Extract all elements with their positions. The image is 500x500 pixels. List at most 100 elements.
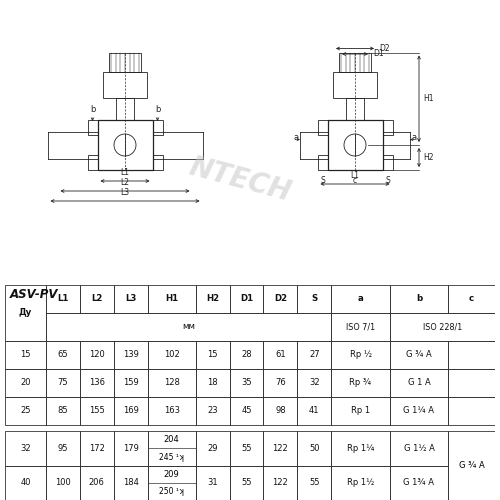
Text: 15: 15 [208,350,218,360]
Text: c: c [469,294,474,304]
Text: ASV-PV: ASV-PV [10,288,58,301]
Bar [390,369,448,397]
Text: b: b [416,294,422,304]
Text: L1: L1 [350,171,360,180]
Bar [448,341,495,369]
Bar [298,431,332,466]
Bar [448,285,495,313]
Text: G 1¾ A: G 1¾ A [404,478,434,488]
Bar [152,155,162,170]
Bar [80,285,114,313]
Text: Rp 1½: Rp 1½ [347,478,374,488]
Bar [114,285,148,313]
Text: 65: 65 [58,350,68,360]
Bar [328,120,382,170]
Bar [448,431,495,500]
Text: 45: 45 [241,406,252,416]
Text: 31: 31 [208,478,218,488]
Bar [382,155,392,170]
Bar [230,466,264,500]
Bar [332,397,390,425]
Bar [88,155,98,170]
Bar [46,466,80,500]
Text: 27: 27 [309,350,320,360]
Bar [264,369,298,397]
Text: c: c [353,176,357,185]
Bar [318,120,328,135]
Bar [382,120,392,135]
Text: a: a [358,294,364,304]
Bar [114,369,148,397]
Bar [196,341,230,369]
Text: 209: 209 [164,470,180,478]
Text: 40: 40 [20,478,30,488]
Text: 32: 32 [309,378,320,388]
Bar [5,369,46,397]
Bar [80,397,114,425]
Text: 184: 184 [123,478,138,488]
Bar [46,431,80,466]
Text: 55: 55 [309,478,320,488]
Text: Rp 1¼: Rp 1¼ [347,444,374,453]
Bar [196,431,230,466]
Bar [109,52,141,72]
Bar [148,397,196,425]
Bar [332,369,390,397]
Bar [230,369,264,397]
Bar [318,155,328,170]
Text: 245 ¹ʞ: 245 ¹ʞ [159,452,184,462]
Text: b: b [90,104,95,114]
Text: H2: H2 [423,153,434,162]
Bar [230,341,264,369]
Text: H1: H1 [165,294,178,304]
Text: H2: H2 [206,294,219,304]
Bar [5,341,46,369]
Bar [196,466,230,500]
Text: 55: 55 [241,444,252,453]
Text: S: S [320,176,325,185]
Bar [448,397,495,425]
Bar [196,285,230,313]
Text: G 1½ A: G 1½ A [404,444,434,453]
Text: a: a [294,133,298,142]
Text: S: S [311,294,318,304]
Text: 155: 155 [89,406,104,416]
Text: Rp 1: Rp 1 [351,406,370,416]
Bar [230,285,264,313]
Text: 18: 18 [208,378,218,388]
Text: 20: 20 [20,378,30,388]
Bar [332,341,390,369]
Bar [114,431,148,466]
Text: 98: 98 [275,406,285,416]
Bar [5,285,46,341]
Text: 61: 61 [275,350,285,360]
Text: 76: 76 [275,378,286,388]
Text: 25: 25 [20,406,30,416]
Bar [46,285,80,313]
Bar [148,285,196,313]
Bar [46,397,80,425]
Bar [230,431,264,466]
Bar [98,120,152,170]
Text: ISO 7/1: ISO 7/1 [346,322,375,332]
Text: ISO 228/1: ISO 228/1 [422,322,462,332]
Text: 179: 179 [123,444,138,453]
Text: 206: 206 [89,478,104,488]
Bar [230,397,264,425]
Text: G ¾ A: G ¾ A [458,461,484,470]
Text: L2: L2 [120,178,130,187]
Text: 204: 204 [164,436,180,444]
Text: 169: 169 [123,406,138,416]
Text: 29: 29 [208,444,218,453]
Bar [46,341,80,369]
Text: 163: 163 [164,406,180,416]
Bar [5,466,46,500]
Text: a: a [412,133,416,142]
Bar [196,369,230,397]
Text: 15: 15 [20,350,30,360]
Text: Rp ¾: Rp ¾ [350,378,372,388]
Text: 159: 159 [123,378,138,388]
Text: G 1¼ A: G 1¼ A [404,406,434,416]
Bar [46,369,80,397]
Bar [80,466,114,500]
